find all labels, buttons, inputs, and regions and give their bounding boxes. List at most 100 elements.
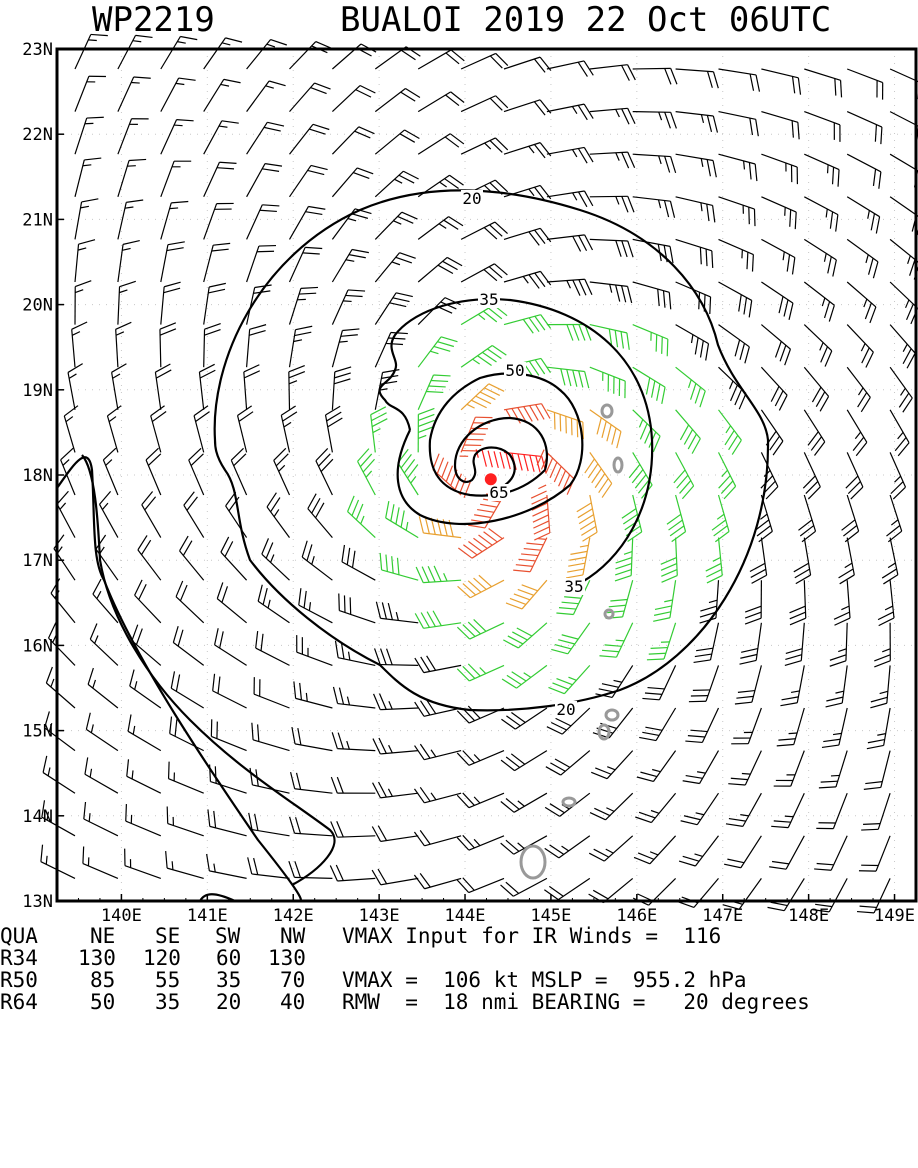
barb-feather (622, 196, 628, 212)
wind-barb (847, 154, 881, 189)
barb-feather (841, 80, 842, 97)
wind-barb (274, 448, 290, 495)
island-outline (614, 458, 622, 472)
wind-barb (882, 538, 898, 584)
wind-barb (380, 553, 418, 580)
barb-feather (700, 391, 705, 407)
barb-half-feather (474, 839, 480, 845)
barb-feather (214, 811, 216, 828)
barb-feather (671, 68, 677, 84)
wind-barb (415, 744, 462, 760)
barb-feather (355, 131, 371, 138)
barb-half-feather (789, 733, 798, 734)
barb-feather (204, 330, 220, 336)
barb-half-feather (701, 115, 703, 123)
barb-feather (164, 288, 180, 293)
barb-feather (177, 120, 194, 121)
barb-feather (304, 591, 306, 608)
barb-feather (250, 325, 266, 330)
barb-half-feather (90, 769, 91, 777)
barb-half-feather (346, 260, 354, 262)
barb-feather (708, 71, 713, 87)
wind-barb (332, 329, 359, 367)
barb-feather (628, 241, 633, 257)
barb-feather (903, 349, 911, 364)
barb-feather (398, 216, 414, 223)
barb-feather (341, 335, 358, 337)
wind-barb (118, 35, 153, 69)
wind-barb (476, 449, 546, 473)
barb-feather (670, 246, 673, 263)
barb-feather (749, 207, 750, 224)
barb-feather (651, 648, 668, 649)
barb-feather (657, 384, 660, 401)
wind-barb (86, 713, 118, 751)
barb-feather (259, 246, 276, 247)
wind-barb (290, 326, 313, 367)
barb-feather (579, 236, 587, 251)
wind-barb (819, 751, 847, 788)
barb-feather (683, 856, 699, 861)
x-tick-label: 142E (273, 906, 314, 925)
wind-barb (731, 708, 761, 744)
barb-feather (706, 344, 709, 361)
barb-feather (178, 630, 183, 646)
wind-barb (132, 625, 161, 666)
wind-barb (116, 322, 132, 367)
barb-feather (482, 450, 486, 467)
wind-barb (161, 120, 194, 155)
wind-barb (247, 205, 280, 240)
barb-feather (554, 466, 561, 482)
wind-barb (457, 664, 504, 681)
barb-feather (779, 395, 787, 410)
barb-feather (821, 781, 838, 782)
barb-feather (88, 668, 93, 684)
wind-barb (348, 496, 376, 538)
barb-feather (589, 853, 604, 861)
wind-barb (804, 325, 831, 367)
wind-barbs (41, 34, 918, 912)
barb-feather (830, 661, 846, 666)
barb-feather (745, 606, 761, 612)
barb-feather (500, 452, 504, 469)
wind-barb (590, 367, 625, 398)
barb-half-feather (444, 573, 448, 581)
wind-barb (184, 492, 204, 538)
barb-feather (736, 696, 753, 698)
wind-barb (774, 751, 805, 787)
wind-barb (46, 667, 75, 708)
wind-barb (332, 367, 351, 410)
vmax-mslp-text: VMAX = 106 kt MSLP = 955.2 hPa (342, 969, 747, 991)
barb-half-feather (567, 281, 571, 289)
wind-barb (247, 81, 286, 112)
quad-se: SE (155, 925, 180, 947)
wind-barb (418, 134, 464, 154)
wind-barb (161, 282, 181, 324)
barb-feather (779, 296, 783, 313)
barb-feather (910, 260, 915, 276)
barb-half-feather (133, 726, 134, 734)
barb-feather (205, 324, 221, 330)
barb-feather (518, 559, 535, 561)
barb-feather (244, 371, 260, 378)
y-tick-label: 17N (22, 551, 53, 571)
barb-feather (551, 649, 568, 653)
wind-barb (834, 580, 850, 625)
barb-feather (707, 204, 709, 221)
barb-feather (300, 683, 302, 700)
barb-feather (727, 859, 744, 863)
plot-frame (57, 49, 916, 901)
barb-feather (628, 286, 632, 303)
wind-barb (874, 623, 890, 667)
barb-feather (873, 169, 875, 186)
barb-feather (164, 282, 180, 287)
barb-feather (829, 305, 834, 321)
barb-feather (46, 667, 52, 683)
wind-barb (547, 191, 593, 207)
wind-barb (373, 738, 418, 754)
r34-nw: 130 (268, 947, 306, 969)
barb-feather (871, 214, 874, 231)
barb-feather (706, 563, 721, 571)
wind-barb (761, 282, 793, 320)
barb-half-feather (523, 276, 528, 283)
